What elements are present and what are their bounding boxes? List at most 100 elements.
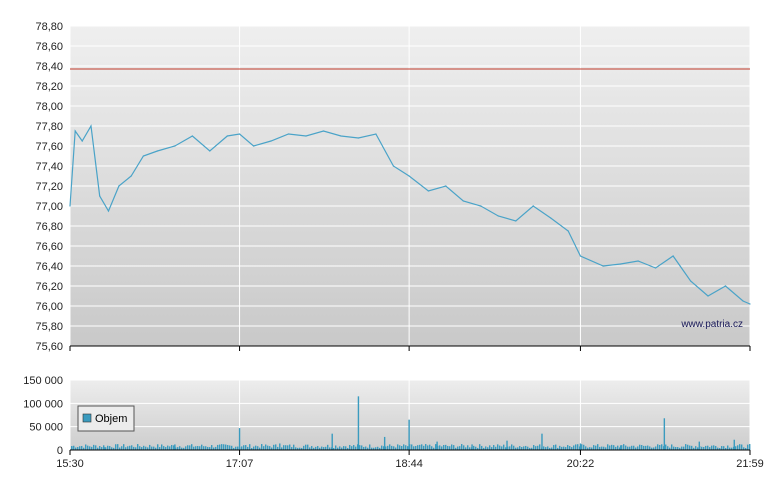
- price-point: [707, 295, 709, 297]
- volume-baseline-bar: [215, 446, 217, 450]
- volume-baseline-bar: [445, 444, 447, 450]
- volume-baseline-bar: [249, 444, 251, 450]
- price-point: [480, 205, 482, 207]
- price-grid: [69, 25, 751, 347]
- price-point: [689, 280, 692, 282]
- price-y-tick-label: 77,60: [35, 141, 63, 153]
- volume-baseline-bar: [419, 444, 421, 450]
- x-tick-label: 21:59: [736, 458, 764, 470]
- price-y-tick-label: 78,00: [35, 101, 63, 113]
- volume-baseline-bar: [483, 447, 485, 450]
- volume-baseline-bar: [537, 445, 539, 450]
- volume-baseline-bar: [413, 446, 415, 450]
- volume-baseline-bar: [229, 445, 231, 450]
- volume-baseline-bar: [573, 445, 575, 450]
- volume-baseline-bar: [539, 444, 541, 450]
- volume-baseline-bar: [175, 447, 177, 450]
- volume-baseline-bar: [713, 445, 715, 450]
- volume-baseline-bar: [83, 447, 85, 450]
- volume-baseline-bar: [423, 445, 425, 450]
- volume-baseline-bar: [373, 447, 375, 450]
- volume-panel: 150 000 100 000 50 000 0 Objem: [23, 375, 751, 457]
- volume-baseline-bar: [341, 447, 343, 450]
- volume-baseline-bar: [161, 444, 163, 450]
- volume-baseline-bar: [605, 447, 607, 450]
- volume-baseline-bar: [193, 446, 195, 450]
- volume-bar: [357, 396, 360, 450]
- volume-baseline-bar: [453, 445, 455, 450]
- volume-baseline-bar: [687, 444, 689, 450]
- volume-baseline-bar: [679, 447, 681, 450]
- price-point: [287, 133, 290, 135]
- volume-baseline-bar: [623, 444, 625, 450]
- volume-baseline-bar: [241, 446, 243, 450]
- volume-bar: [279, 443, 281, 450]
- volume-baseline-bar: [151, 446, 153, 450]
- volume-y-tick-label: 100 000: [23, 398, 63, 410]
- volume-baseline-bar: [701, 446, 703, 450]
- volume-baseline-bar: [611, 444, 613, 450]
- volume-y-axis: 150 000 100 000 50 000 0: [23, 375, 63, 457]
- volume-baseline-bar: [481, 445, 483, 450]
- volume-baseline-bar: [647, 445, 649, 450]
- volume-baseline-bar: [199, 446, 201, 450]
- price-y-tick-label: 76,80: [35, 221, 63, 233]
- volume-baseline-bar: [205, 446, 207, 450]
- volume-baseline-bar: [675, 447, 677, 450]
- volume-baseline-bar: [595, 445, 597, 450]
- volume-baseline-bar: [523, 446, 525, 450]
- volume-baseline-bar: [307, 444, 309, 450]
- volume-baseline-bar: [565, 447, 567, 450]
- volume-baseline-bar: [665, 444, 667, 450]
- volume-baseline-bar: [427, 445, 429, 450]
- volume-baseline-bar: [139, 446, 141, 450]
- volume-baseline-bar: [559, 445, 561, 450]
- volume-baseline-bar: [587, 447, 589, 450]
- volume-baseline-bar: [517, 447, 519, 450]
- price-point: [69, 205, 71, 207]
- volume-baseline-bar: [487, 447, 489, 450]
- volume-baseline-bar: [253, 446, 255, 450]
- volume-baseline-bar: [357, 444, 359, 450]
- volume-baseline-bar: [85, 444, 87, 450]
- volume-baseline-bar: [125, 447, 127, 450]
- price-y-tick-label: 78,80: [35, 21, 63, 33]
- volume-baseline-bar: [221, 444, 223, 450]
- volume-baseline-bar: [711, 445, 713, 450]
- volume-baseline-bar: [627, 446, 629, 450]
- volume-baseline-bar: [259, 447, 261, 450]
- volume-baseline-bar: [93, 444, 95, 450]
- price-point: [142, 155, 145, 157]
- volume-baseline-bar: [619, 447, 621, 450]
- volume-baseline-bar: [447, 445, 449, 450]
- volume-baseline-bar: [457, 446, 459, 450]
- volume-baseline-bar: [255, 445, 257, 450]
- volume-baseline-bar: [497, 444, 499, 450]
- volume-baseline-bar: [117, 444, 119, 450]
- volume-baseline-bar: [455, 447, 457, 450]
- volume-baseline-bar: [477, 447, 479, 450]
- volume-baseline-bar: [533, 445, 535, 450]
- volume-baseline-bar: [495, 446, 497, 450]
- volume-baseline-bar: [163, 446, 165, 450]
- price-series-points: [69, 125, 751, 305]
- volume-baseline-bar: [625, 445, 627, 450]
- volume-baseline-bar: [237, 446, 239, 450]
- volume-baseline-bar: [321, 446, 323, 450]
- volume-baseline-bar: [133, 446, 135, 450]
- volume-baseline-bar: [319, 447, 321, 450]
- price-point: [567, 230, 569, 232]
- volume-bar: [408, 419, 410, 450]
- volume-baseline-bar: [503, 444, 505, 450]
- volume-baseline-bar: [553, 445, 555, 450]
- volume-baseline-bar: [385, 446, 387, 450]
- price-y-tick-label: 77,20: [35, 181, 63, 193]
- volume-baseline-bar: [287, 445, 289, 450]
- price-point: [462, 200, 464, 202]
- price-point: [238, 133, 241, 135]
- volume-baseline-bar: [313, 447, 315, 450]
- volume-baseline-bar: [525, 445, 527, 450]
- volume-baseline-bar: [739, 444, 741, 450]
- price-point: [226, 135, 228, 137]
- volume-baseline-bar: [571, 447, 573, 450]
